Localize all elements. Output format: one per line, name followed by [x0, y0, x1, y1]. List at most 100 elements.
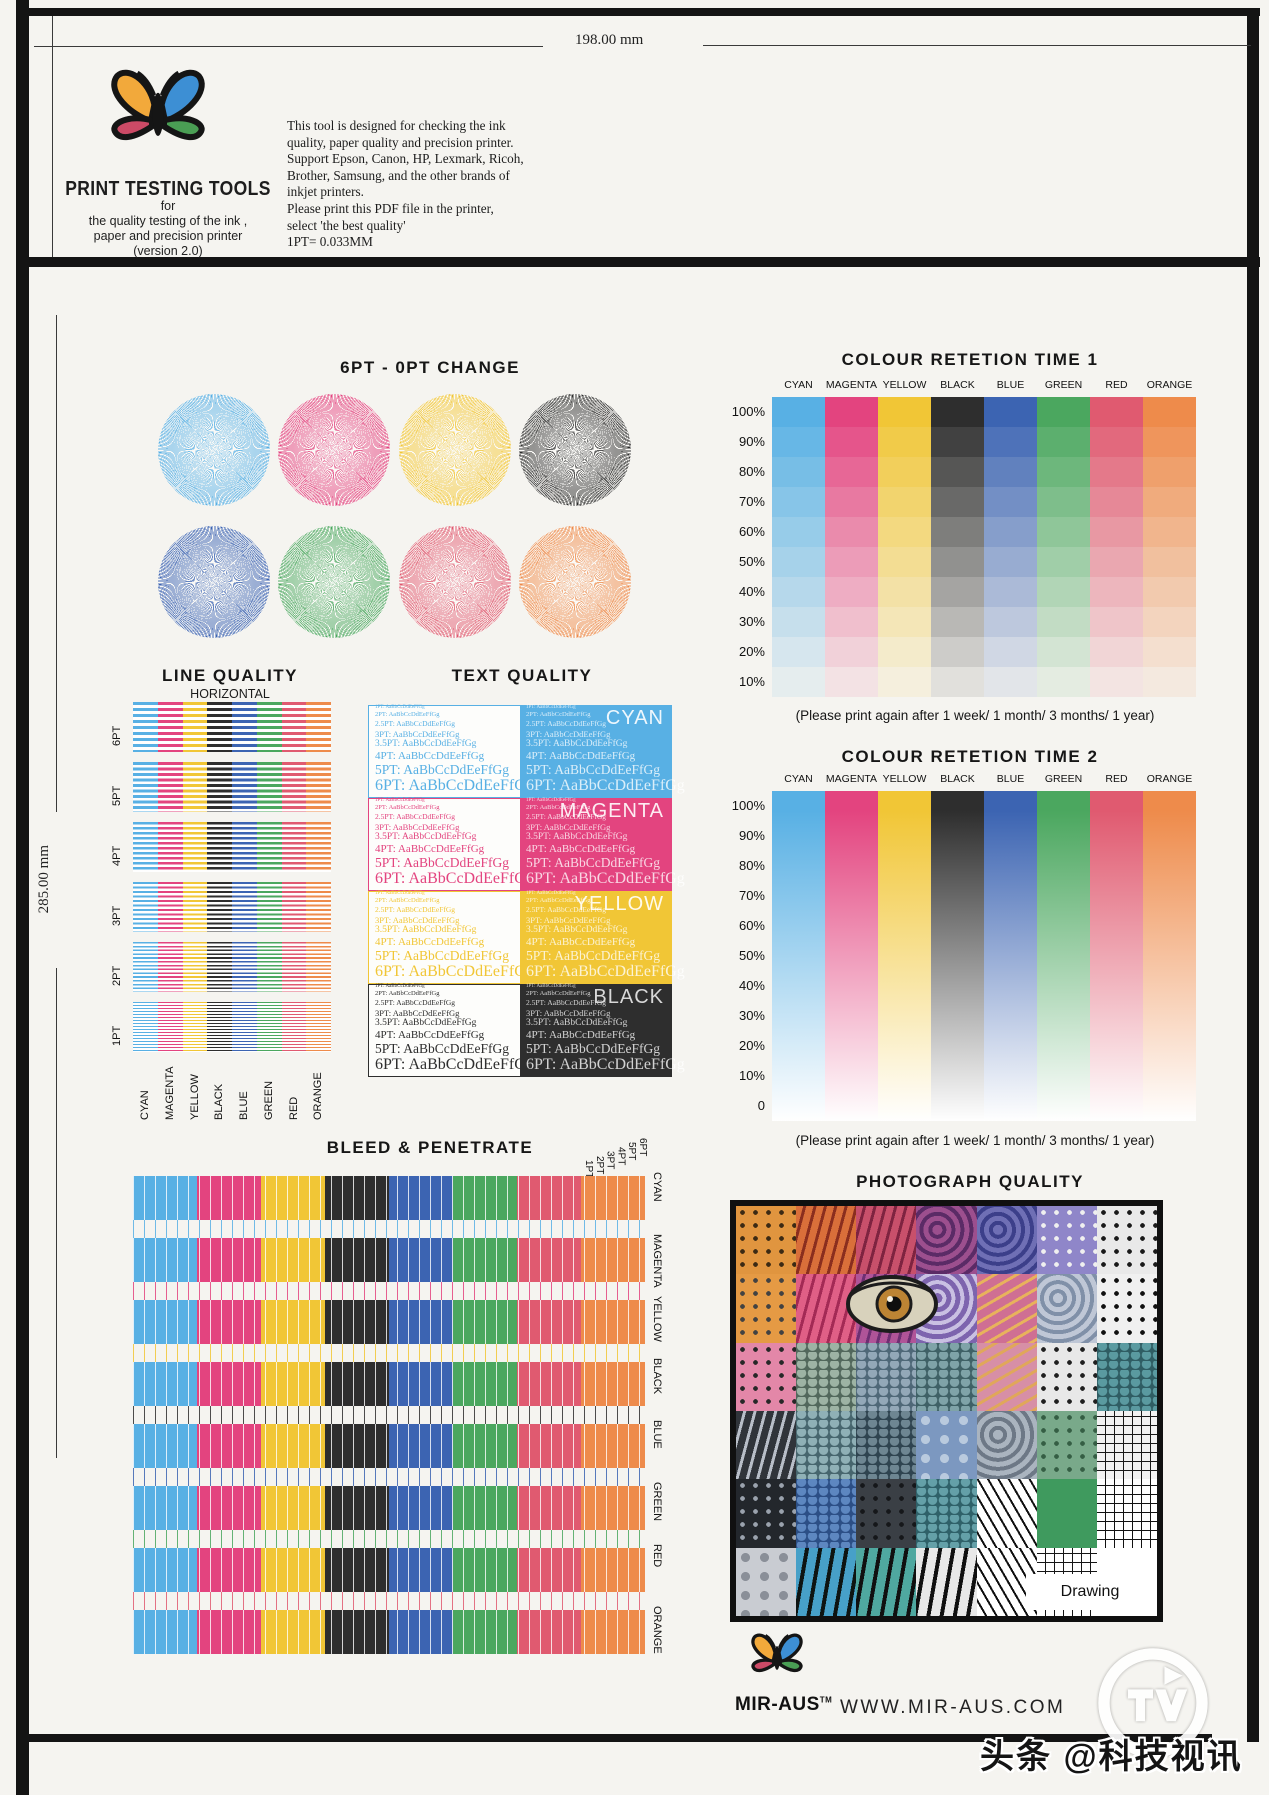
photo-mosaic-tile — [1096, 1274, 1157, 1343]
line-quality-segment-cyan — [133, 1002, 158, 1052]
retention-column-cyan — [772, 791, 825, 1121]
line-quality-segment-blue — [232, 822, 257, 872]
description-line: Support Epson, Canon, HP, Lexmark, Ricoh… — [287, 151, 524, 167]
text-quality-block-label: MAGENTA — [559, 800, 664, 822]
retention-column-orange — [1143, 791, 1196, 1121]
text-sample-line: 6PT: AaBbCcDdEeFfGg — [526, 963, 685, 981]
mir-aus-url: WWW.MIR-AUS.COM — [840, 1697, 1066, 1718]
brand-sub-for: for — [160, 199, 176, 213]
retention-row-label: 20% — [738, 644, 765, 659]
line-quality-segment-red — [281, 942, 307, 992]
text-quality-left-half: 1PT: AaBbCcDdEeFfGg 2PT: AaBbCcDdEeFfGg 2.… — [369, 891, 534, 983]
retention-column-magenta — [825, 397, 878, 697]
retention-column-header-magenta: MAGENTA — [825, 379, 878, 391]
bleed-row-yellow — [133, 1300, 645, 1344]
retention-column-orange — [1143, 397, 1196, 697]
text-sample-line: 5PT: AaBbCcDdEeFfGg — [375, 855, 509, 871]
line-quality-segment-magenta — [157, 882, 183, 932]
line-quality-segment-black — [207, 1002, 232, 1052]
bleed-gap-lines — [133, 1592, 645, 1610]
line-quality-segment-red — [281, 882, 307, 932]
line-quality-segment-red — [281, 762, 307, 812]
photo-mosaic-tile — [1096, 1479, 1157, 1548]
line-quality-column-label: ORANGE — [312, 1072, 325, 1120]
text-sample-line: 4PT: AaBbCcDdEeFfGg — [375, 749, 485, 762]
retention-cell — [1143, 487, 1196, 517]
line-quality-segment-black — [207, 942, 232, 992]
retention-row-label: 80% — [738, 858, 765, 873]
retention-cell — [825, 577, 878, 607]
retention-row-label: 0 — [757, 1098, 765, 1113]
bleed-row-orange — [133, 1610, 645, 1654]
photo-mosaic-tile — [976, 1206, 1037, 1275]
line-quality-row-3pt — [133, 882, 331, 932]
photo-mosaic-tile — [1096, 1206, 1157, 1275]
line-quality-segment-yellow — [182, 822, 208, 872]
photo-mosaic-tile — [796, 1206, 857, 1275]
retention-cell — [878, 517, 931, 547]
retention-row-label: 30% — [738, 1008, 765, 1023]
text-quality-left-half: 1PT: AaBbCcDdEeFfGg 2PT: AaBbCcDdEeFfGg 2.… — [369, 797, 534, 890]
text-sample-line: 2.5PT: AaBbCcDdEeFfGg — [526, 905, 607, 915]
retention-cell — [878, 577, 931, 607]
retention-column-header-green: GREEN — [1044, 379, 1083, 391]
retention-cell — [984, 427, 1037, 457]
brand-sub-line3: paper and precision printer — [93, 229, 243, 243]
frame-top — [16, 8, 1260, 16]
retention-column-header-orange: ORANGE — [1146, 379, 1193, 391]
text-sample-line: 1PT: AaBbCcDdEeFfGg — [375, 797, 425, 803]
text-sample-line: 4PT: AaBbCcDdEeFfGg — [526, 749, 636, 762]
retention2-caption: (Please print again after 1 week/ 1 mont… — [795, 1133, 1155, 1148]
photo-mosaic-tile — [1036, 1206, 1097, 1275]
retention-column-magenta — [825, 791, 878, 1121]
retention-row-label: 50% — [738, 554, 765, 569]
bleed-gap-lines — [133, 1468, 645, 1486]
change-circle-yellow — [399, 394, 511, 506]
photo-mosaic-tile — [856, 1479, 917, 1548]
text-sample-line: 1PT: AaBbCcDdEeFfGg — [526, 890, 576, 896]
retention-row-label: 10% — [738, 674, 765, 689]
retention-column-header-red: RED — [1105, 379, 1128, 391]
line-quality-segment-yellow — [182, 942, 208, 992]
line-quality-row-label: 6PT — [111, 725, 123, 746]
bleed-row-label: YELLOW — [651, 1296, 663, 1342]
line-quality-segment-yellow — [182, 1002, 208, 1052]
text-sample-line: 3PT: AaBbCcDdEeFfGg — [375, 821, 460, 832]
retention-cell — [878, 547, 931, 577]
line-quality-segment-orange — [306, 762, 331, 812]
line-quality-segment-magenta — [157, 1002, 183, 1052]
retention-cell — [1143, 547, 1196, 577]
line-quality-segment-cyan — [133, 822, 158, 872]
bleed-row-label: BLACK — [651, 1358, 663, 1395]
photo-mosaic-tile — [796, 1547, 857, 1616]
text-sample-line: 4PT: AaBbCcDdEeFfGg — [375, 1028, 485, 1041]
text-quality-block-label: YELLOW — [574, 893, 664, 915]
bleed-pt-label: 2PT — [593, 1155, 605, 1174]
retention-cell — [1143, 637, 1196, 667]
left-dimension-line-lower — [56, 968, 57, 1458]
retention-column-black — [931, 397, 984, 697]
line-quality-column-label: GREEN — [262, 1080, 275, 1120]
text-sample-line: 3.5PT: AaBbCcDdEeFfGg — [526, 924, 628, 935]
line-quality-segment-red — [281, 822, 307, 872]
retention-cell — [984, 517, 1037, 547]
retention-column-cyan — [772, 397, 825, 697]
retention-column-header-orange: ORANGE — [1146, 773, 1193, 785]
retention-cell — [1090, 547, 1143, 577]
text-quality-block-black: 1PT: AaBbCcDdEeFfGg 2PT: AaBbCcDdEeFfGg 2.… — [368, 984, 685, 1077]
line-quality-segment-yellow — [182, 882, 208, 932]
frame-left — [16, 0, 29, 1795]
bleed-row-label: MAGENTA — [651, 1234, 663, 1288]
retention-cell — [878, 637, 931, 667]
top-dimension-label: 198.00 mm — [575, 32, 644, 48]
text-quality-title: TEXT QUALITY — [451, 666, 593, 685]
text-sample-line: 2.5PT: AaBbCcDdEeFfGg — [375, 812, 456, 822]
retention-cell — [984, 637, 1037, 667]
change-circle-cyan — [158, 394, 270, 506]
retention-column-yellow — [878, 397, 931, 697]
change-circle-red — [399, 526, 511, 638]
tv-watermark-icon — [1098, 1648, 1208, 1758]
retention-cell — [825, 607, 878, 637]
line-quality-segment-red — [281, 702, 307, 752]
text-sample-line: 2.5PT: AaBbCcDdEeFfGg — [375, 719, 456, 729]
